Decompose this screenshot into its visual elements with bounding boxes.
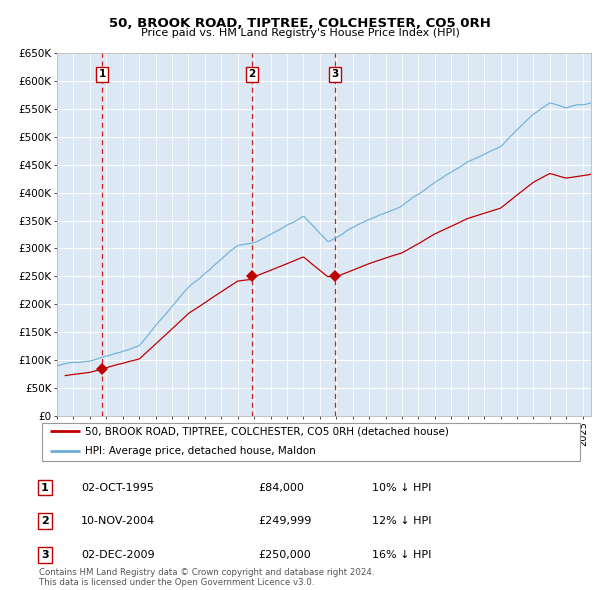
Text: 1: 1 [41,483,49,493]
Text: £250,000: £250,000 [258,550,311,560]
Text: 2: 2 [248,70,256,80]
Text: 10% ↓ HPI: 10% ↓ HPI [372,483,431,493]
Text: £84,000: £84,000 [258,483,304,493]
Text: 12% ↓ HPI: 12% ↓ HPI [372,516,431,526]
Text: 02-DEC-2009: 02-DEC-2009 [81,550,155,560]
Text: 50, BROOK ROAD, TIPTREE, COLCHESTER, CO5 0RH: 50, BROOK ROAD, TIPTREE, COLCHESTER, CO5… [109,17,491,30]
FancyBboxPatch shape [42,423,580,461]
Text: 02-OCT-1995: 02-OCT-1995 [81,483,154,493]
Text: 50, BROOK ROAD, TIPTREE, COLCHESTER, CO5 0RH (detached house): 50, BROOK ROAD, TIPTREE, COLCHESTER, CO5… [85,427,449,436]
Text: 10-NOV-2004: 10-NOV-2004 [81,516,155,526]
Text: Contains HM Land Registry data © Crown copyright and database right 2024.
This d: Contains HM Land Registry data © Crown c… [39,568,374,587]
Text: £249,999: £249,999 [258,516,311,526]
Text: 1: 1 [98,70,106,80]
Text: HPI: Average price, detached house, Maldon: HPI: Average price, detached house, Mald… [85,446,316,456]
Text: 16% ↓ HPI: 16% ↓ HPI [372,550,431,560]
Text: 2: 2 [41,516,49,526]
Text: 3: 3 [331,70,338,80]
Text: 3: 3 [41,550,49,560]
Text: Price paid vs. HM Land Registry's House Price Index (HPI): Price paid vs. HM Land Registry's House … [140,28,460,38]
